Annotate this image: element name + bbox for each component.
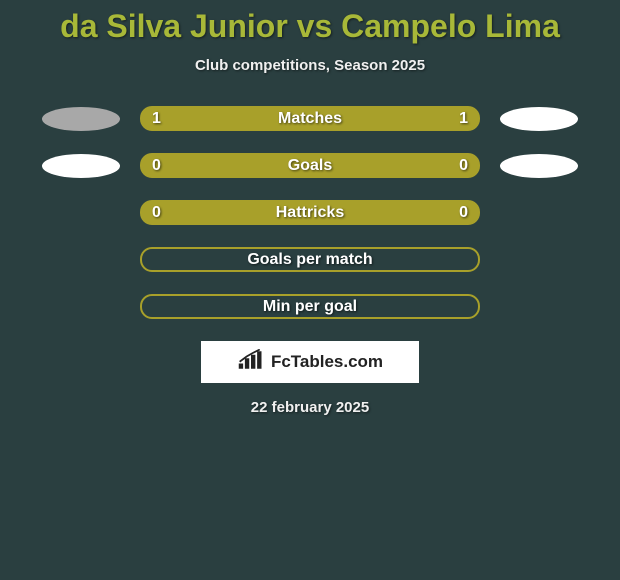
stat-label: Min per goal — [263, 298, 357, 316]
comparison-row: 0 Goals 0 — [0, 153, 620, 178]
comparison-row: Min per goal — [0, 294, 620, 319]
stat-bar: Min per goal — [140, 294, 480, 319]
stat-label: Goals — [288, 157, 332, 175]
comparison-row: Goals per match — [0, 247, 620, 272]
stat-bar: Goals per match — [140, 247, 480, 272]
player-left-ellipse-icon — [42, 107, 120, 131]
stat-right-value: 0 — [459, 204, 468, 222]
player-right-ellipse-icon — [500, 107, 578, 131]
comparison-rows: 1 Matches 1 0 Goals 0 0 Hattricks 0 Goals per mat… — [0, 106, 620, 319]
stat-bar: 0 Hattricks 0 — [140, 200, 480, 225]
stat-left-value: 0 — [152, 204, 161, 222]
player-left-ellipse-icon — [42, 154, 120, 178]
chart-icon — [237, 349, 265, 376]
stat-left-value: 1 — [152, 110, 161, 128]
comparison-row: 1 Matches 1 — [0, 106, 620, 131]
stat-left-value: 0 — [152, 157, 161, 175]
date-label: 22 february 2025 — [0, 399, 620, 416]
stat-bar: 1 Matches 1 — [140, 106, 480, 131]
player-right-ellipse-icon — [500, 154, 578, 178]
brand-box[interactable]: FcTables.com — [201, 341, 419, 383]
stat-bar: 0 Goals 0 — [140, 153, 480, 178]
subtitle: Club competitions, Season 2025 — [0, 57, 620, 74]
comparison-row: 0 Hattricks 0 — [0, 200, 620, 225]
page-title: da Silva Junior vs Campelo Lima — [0, 0, 620, 45]
brand-label: FcTables.com — [271, 352, 383, 372]
stat-label: Matches — [278, 110, 342, 128]
stat-right-value: 0 — [459, 157, 468, 175]
stat-label: Hattricks — [276, 204, 344, 222]
stat-right-value: 1 — [459, 110, 468, 128]
stat-label: Goals per match — [247, 251, 372, 269]
